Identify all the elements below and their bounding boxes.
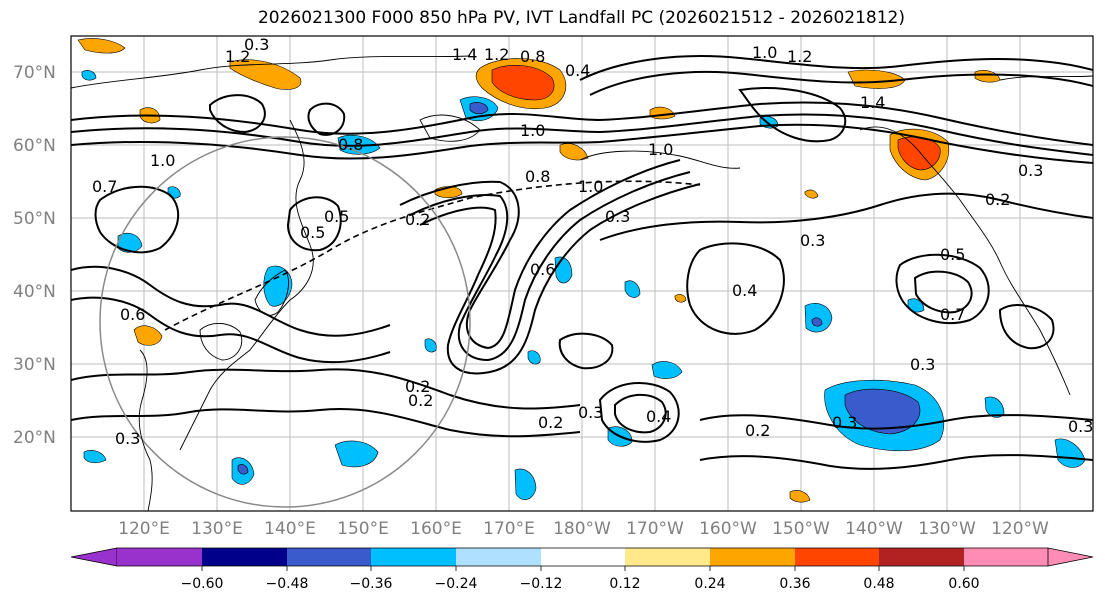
contour-label: 1.2 bbox=[787, 47, 812, 66]
latitude-labels: 70°N 60°N 50°N 40°N 30°N 20°N bbox=[13, 63, 56, 448]
map-frame bbox=[70, 35, 1094, 512]
colorbar-segment bbox=[625, 548, 710, 566]
contour-label: 0.4 bbox=[565, 61, 590, 80]
contour-label: 0.3 bbox=[578, 403, 603, 422]
contour-label: 0.5 bbox=[300, 223, 325, 242]
contour-label: 0.5 bbox=[940, 245, 965, 264]
contour-label: 1.0 bbox=[520, 121, 545, 140]
colorbar-tick-label: 0.60 bbox=[948, 576, 979, 592]
map-title: 2026021300 F000 850 hPa PV, IVT Landfall… bbox=[257, 8, 905, 28]
lat-label: 40°N bbox=[13, 282, 56, 302]
colorbar-tick-label: −0.60 bbox=[181, 576, 224, 592]
lat-label: 70°N bbox=[13, 63, 56, 83]
colorbar-tick-label: −0.24 bbox=[435, 576, 478, 592]
contour-label: 1.0 bbox=[578, 177, 603, 196]
colorbar-tick-label: 0.24 bbox=[694, 576, 725, 592]
contour-label: 0.2 bbox=[538, 413, 563, 432]
colorbar-segment bbox=[117, 548, 202, 566]
lon-label: 140°E bbox=[264, 519, 316, 539]
landfall-circle bbox=[99, 136, 471, 508]
contour-label: 0.3 bbox=[115, 429, 140, 448]
lon-label: 160°E bbox=[410, 519, 462, 539]
coastlines bbox=[71, 55, 1093, 511]
contour-label: 0.2 bbox=[405, 377, 430, 396]
lon-label: 130°W bbox=[918, 519, 976, 539]
colorbar-segment bbox=[541, 548, 625, 566]
lon-label: 120°E bbox=[118, 519, 170, 539]
colorbar-tick-label: −0.48 bbox=[266, 576, 309, 592]
contour-label: 0.2 bbox=[745, 421, 770, 440]
colorbar-segment bbox=[879, 548, 964, 566]
contour-label: 1.0 bbox=[752, 43, 777, 62]
contour-label: 0.3 bbox=[244, 35, 269, 54]
colorbar-segment bbox=[710, 548, 795, 566]
contour-label: 1.4 bbox=[452, 45, 477, 64]
contour-label: 0.6 bbox=[120, 305, 145, 324]
contour-label: 0.7 bbox=[940, 305, 965, 324]
longitude-labels: 120°E 130°E 140°E 150°E 160°E 170°E 180°… bbox=[118, 519, 1049, 539]
colorbar-segment bbox=[795, 548, 879, 566]
contour-label: 0.3 bbox=[832, 413, 857, 432]
lat-label: 50°N bbox=[13, 209, 56, 229]
contour-label: 0.8 bbox=[520, 47, 545, 66]
lon-label: 150°W bbox=[772, 519, 830, 539]
contour-label: 0.8 bbox=[525, 167, 550, 186]
pv-contours bbox=[71, 55, 1093, 470]
contour-label: 0.3 bbox=[605, 207, 630, 226]
lon-label: 150°E bbox=[337, 519, 389, 539]
lon-label: 170°E bbox=[483, 519, 535, 539]
contour-label: 1.0 bbox=[648, 140, 673, 159]
colorbar-segment bbox=[202, 548, 287, 566]
colorbar-segment bbox=[964, 548, 1048, 566]
contour-label: 1.4 bbox=[860, 93, 885, 112]
positive-anomaly-fills bbox=[77, 38, 1001, 503]
lon-label: 180°W bbox=[553, 519, 611, 539]
contour-label: 0.7 bbox=[92, 177, 117, 196]
colorbar-max-extension bbox=[1047, 547, 1094, 567]
contour-label: 0.5 bbox=[324, 207, 349, 226]
colorbar-segment bbox=[456, 548, 541, 566]
contour-labels: 0.3 1.4 1.2 0.8 1.0 1.2 1.0 1.2 1.4 0.4 … bbox=[92, 35, 1093, 448]
lat-label: 60°N bbox=[13, 136, 56, 156]
contour-label: 1.0 bbox=[150, 151, 175, 170]
contour-label: 0.8 bbox=[338, 135, 363, 154]
contour-label: 0.3 bbox=[910, 355, 935, 374]
negative-anomaly-fills bbox=[81, 70, 1086, 500]
colorbar-tick-label: −0.36 bbox=[350, 576, 393, 592]
contour-label: 0.6 bbox=[530, 260, 555, 279]
contour-label: 0.2 bbox=[408, 391, 433, 410]
colorbar-tick-label: 0.12 bbox=[609, 576, 640, 592]
lat-label: 30°N bbox=[13, 355, 56, 375]
colorbar-segment bbox=[371, 548, 456, 566]
contour-label: 0.4 bbox=[732, 281, 757, 300]
colorbar: −0.60 −0.48 −0.36 −0.24 −0.12 0.12 0.24 … bbox=[70, 547, 1094, 592]
colorbar-segment bbox=[287, 548, 371, 566]
lon-label: 170°W bbox=[626, 519, 684, 539]
contour-label: 0.4 bbox=[646, 407, 671, 426]
lon-label: 130°E bbox=[191, 519, 243, 539]
contour-label: 0.2 bbox=[405, 210, 430, 229]
lon-label: 160°W bbox=[699, 519, 757, 539]
colorbar-tick-label: −0.12 bbox=[520, 576, 563, 592]
contour-label: 0.2 bbox=[985, 190, 1010, 209]
contour-label: 0.3 bbox=[800, 231, 825, 250]
lon-label: 140°W bbox=[845, 519, 903, 539]
colorbar-tick-label: 0.36 bbox=[779, 576, 810, 592]
colorbar-tick-label: 0.48 bbox=[863, 576, 894, 592]
contour-label: 0.3 bbox=[1018, 161, 1043, 180]
colorbar-min-extension bbox=[70, 547, 118, 567]
contour-label: 0.3 bbox=[1068, 417, 1093, 436]
contour-label: 1.2 bbox=[484, 45, 509, 64]
lon-label: 120°W bbox=[991, 519, 1049, 539]
lat-label: 20°N bbox=[13, 428, 56, 448]
gridlines bbox=[71, 36, 1093, 511]
dashed-line bbox=[164, 180, 701, 331]
colorbar-outline bbox=[117, 547, 1048, 567]
contour-label: 1.2 bbox=[225, 47, 250, 66]
